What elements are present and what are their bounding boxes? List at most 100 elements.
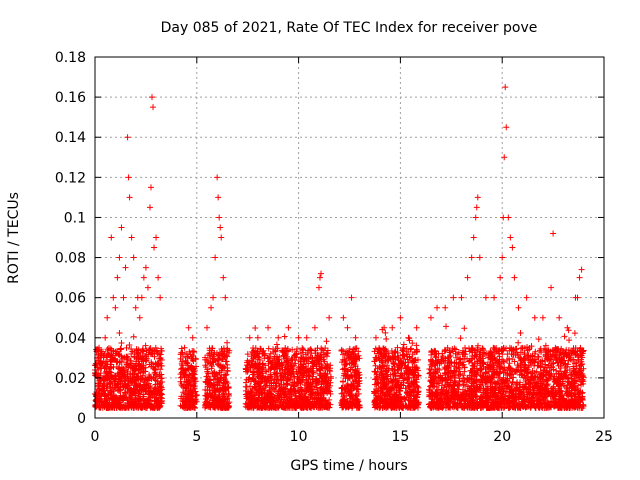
data-point: [135, 346, 142, 353]
data-point: [121, 354, 128, 361]
data-point: [383, 336, 390, 343]
data-point: [184, 360, 191, 367]
data-point: [215, 351, 222, 358]
data-point: [191, 374, 198, 381]
data-point: [202, 356, 209, 363]
data-point: [149, 350, 156, 357]
data-point: [135, 390, 142, 397]
data-point: [515, 339, 522, 346]
data-point: [117, 384, 124, 391]
data-point: [182, 385, 189, 392]
data-point: [220, 379, 227, 386]
data-point: [103, 376, 110, 383]
data-point: [221, 380, 228, 387]
data-point: [224, 402, 231, 409]
data-point: [221, 353, 228, 360]
data-point: [185, 353, 192, 360]
data-point: [133, 373, 140, 380]
data-point: [98, 352, 105, 359]
data-point: [221, 364, 228, 371]
data-point: [220, 391, 227, 398]
data-point: [210, 369, 217, 376]
data-point: [154, 399, 161, 406]
data-point: [105, 347, 112, 354]
data-point: [97, 377, 104, 384]
data-point: [273, 341, 280, 348]
data-point: [206, 352, 213, 359]
data-point: [120, 372, 127, 379]
data-point: [115, 351, 122, 358]
data-point: [182, 366, 189, 373]
data-point: [126, 396, 133, 403]
data-point: [103, 353, 110, 360]
data-point: [203, 400, 210, 407]
data-point: [118, 340, 125, 347]
data-point: [182, 404, 189, 411]
data-point: [509, 378, 516, 385]
data-point: [210, 359, 217, 366]
data-point: [224, 345, 231, 352]
data-point: [155, 359, 162, 366]
data-point: [125, 378, 132, 385]
data-point: [95, 351, 102, 358]
data-point: [130, 371, 137, 378]
data-point: [306, 373, 313, 380]
data-point: [141, 384, 148, 391]
data-point: [132, 394, 139, 401]
data-point: [142, 368, 149, 375]
data-point: [98, 361, 105, 368]
data-point: [214, 357, 221, 364]
data-point: [103, 397, 110, 404]
data-point: [108, 364, 115, 371]
data-point: [189, 366, 196, 373]
data-point: [152, 377, 159, 384]
data-point: [187, 390, 194, 397]
data-point: [158, 386, 165, 393]
data-point: [101, 391, 108, 398]
data-point: [142, 342, 149, 349]
data-point: [180, 398, 187, 405]
data-point: [225, 391, 232, 398]
data-point: [190, 384, 197, 391]
data-point: [571, 330, 578, 337]
data-point: [146, 398, 153, 405]
data-point: [116, 404, 123, 411]
data-point: [211, 385, 218, 392]
data-point: [100, 375, 107, 382]
data-point: [218, 367, 225, 374]
data-point: [181, 371, 188, 378]
data-point: [219, 385, 226, 392]
data-point: [185, 379, 192, 386]
data-point: [177, 378, 184, 385]
data-point: [327, 373, 334, 380]
data-point: [178, 382, 185, 389]
data-point: [323, 338, 330, 345]
data-point: [151, 365, 158, 372]
data-point: [126, 342, 133, 349]
data-point: [120, 365, 127, 372]
data-point: [184, 354, 191, 361]
data-point: [105, 375, 112, 382]
data-point: [224, 367, 231, 374]
data-point: [202, 362, 209, 369]
data-point: [400, 341, 407, 348]
data-point: [117, 396, 124, 403]
data-point: [189, 371, 196, 378]
data-point: [95, 399, 102, 406]
data-point: [141, 353, 148, 360]
data-point: [119, 380, 126, 387]
data-point: [110, 388, 117, 395]
data-point: [124, 361, 131, 368]
data-point: [131, 404, 138, 411]
data-points: [92, 84, 587, 411]
data-point: [107, 380, 114, 387]
data-point: [151, 391, 158, 398]
data-point: [111, 378, 118, 385]
data-point: [519, 344, 526, 351]
data-point: [149, 404, 156, 411]
data-point: [408, 345, 415, 352]
data-point: [219, 404, 226, 411]
data-point: [130, 333, 137, 340]
data-point: [109, 356, 116, 363]
data-point: [140, 362, 147, 369]
